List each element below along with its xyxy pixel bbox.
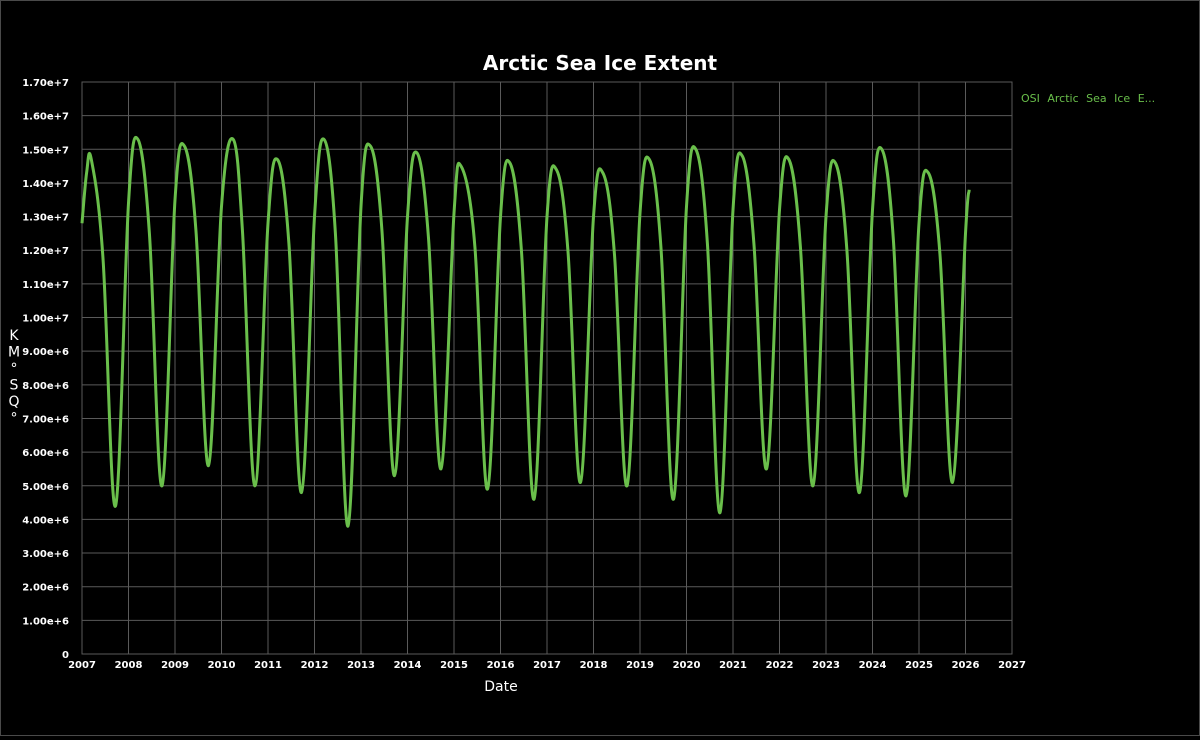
x-tick-label: 2021 [719, 660, 747, 671]
x-tick-label: 2027 [998, 660, 1026, 671]
chart-title: Arctic Sea Ice Extent [483, 51, 718, 75]
y-tick-label: 4.00e+6 [22, 515, 69, 526]
x-tick-label: 2008 [115, 660, 143, 671]
y-tick-label: 2.00e+6 [22, 583, 69, 594]
y-tick-label: 3.00e+6 [22, 549, 69, 560]
x-tick-label: 2012 [301, 660, 329, 671]
x-tick-label: 2010 [208, 660, 236, 671]
y-axis-label-char: Q [8, 394, 19, 410]
y-tick-label: 1.00e+6 [22, 616, 69, 627]
y-axis-label-char: M [8, 345, 20, 361]
y-tick-label: 1.20e+7 [22, 246, 69, 257]
y-tick-label: 6.00e+6 [22, 448, 69, 459]
y-tick-label: 5.00e+6 [22, 482, 69, 493]
y-tick-label: 0 [62, 650, 69, 661]
x-tick-label: 2023 [812, 660, 840, 671]
x-tick-label: 2007 [68, 660, 96, 671]
x-tick-label: 2013 [347, 660, 375, 671]
y-axis-label-char: S [10, 378, 19, 394]
y-axis-label: KM°SQ° [8, 328, 20, 427]
x-tick-label: 2011 [254, 660, 282, 671]
x-tick-label: 2024 [859, 660, 887, 671]
x-tick-label: 2019 [626, 660, 654, 671]
y-axis-label-char: ° [11, 361, 18, 377]
y-tick-label: 1.40e+7 [22, 179, 69, 190]
x-tick-label: 2026 [952, 660, 980, 671]
y-tick-label: 7.00e+6 [22, 414, 69, 425]
x-tick-label: 2016 [487, 660, 515, 671]
y-axis-label-char: ° [11, 411, 18, 427]
y-tick-label: 1.00e+7 [22, 314, 69, 325]
y-tick-label: 1.10e+7 [22, 280, 69, 291]
y-tick-label: 1.70e+7 [22, 78, 69, 89]
y-axis-ticks: 0 1.00e+6 2.00e+6 3.00e+6 4.00e+6 5.00e+6 6.00… [22, 78, 69, 661]
x-tick-label: 2014 [394, 660, 422, 671]
series-line [80, 135, 971, 528]
grid-lines [81, 81, 1013, 655]
y-axis-label-char: K [9, 328, 19, 344]
y-tick-label: 9.00e+6 [22, 347, 69, 358]
x-tick-label: 2015 [440, 660, 468, 671]
x-tick-label: 2017 [533, 660, 561, 671]
x-tick-label: 2020 [673, 660, 701, 671]
y-tick-label: 1.60e+7 [22, 112, 69, 123]
y-tick-label: 1.50e+7 [22, 145, 69, 156]
x-tick-label: 2009 [161, 660, 189, 671]
legend-entry[interactable]: OSI Arctic Sea Ice E... [1021, 92, 1155, 105]
y-tick-label: 8.00e+6 [22, 381, 69, 392]
x-tick-label: 2018 [580, 660, 608, 671]
x-tick-label: 2022 [766, 660, 794, 671]
x-axis-label: Date [484, 679, 517, 695]
y-tick-label: 1.30e+7 [22, 213, 69, 224]
x-axis-ticks: 2007 2008 2009 2010 2011 2012 2013 2014 2015 2016… [68, 660, 1026, 671]
x-tick-label: 2025 [905, 660, 933, 671]
